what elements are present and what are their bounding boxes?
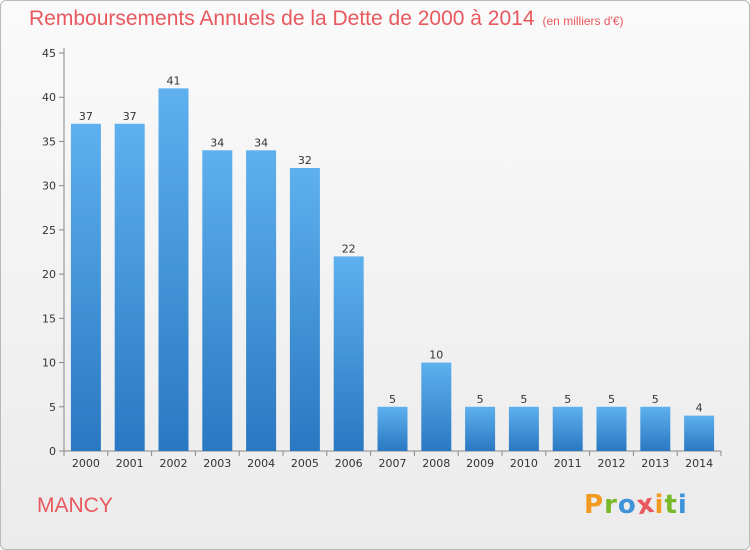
- bar-2001: [114, 123, 145, 451]
- y-tick-label: 15: [42, 312, 56, 325]
- bar-2014: [684, 415, 715, 451]
- data-label: 34: [254, 136, 268, 149]
- x-tick-label: 2012: [598, 457, 626, 470]
- x-tick-label: 2014: [685, 457, 713, 470]
- chart-subtitle: (en milliers d'€): [542, 14, 624, 28]
- y-tick-label: 45: [42, 47, 56, 60]
- logo-letter: o: [617, 490, 637, 520]
- logo-letter: i: [677, 490, 688, 520]
- x-tick-label: 2004: [247, 457, 275, 470]
- bar-2010: [508, 406, 539, 451]
- y-tick-label: 25: [42, 224, 56, 237]
- chart-title: Remboursements Annuels de la Dette de 20…: [29, 7, 624, 31]
- x-axis: 2000 2001 2002 2003 2004 2005 2006 2007 2008 2009…: [63, 450, 722, 470]
- data-label: 5: [520, 393, 527, 406]
- y-tick-label: 0: [49, 445, 56, 458]
- bar-2000: [70, 123, 101, 451]
- data-label: 34: [210, 136, 224, 149]
- x-tick-label: 2008: [422, 457, 450, 470]
- y-tick-label: 40: [42, 91, 56, 104]
- logo-letter: t: [664, 490, 678, 520]
- data-label: 22: [342, 242, 356, 255]
- bar-2011: [552, 406, 583, 451]
- data-label: 37: [123, 110, 137, 123]
- bar-2009: [465, 406, 496, 451]
- x-tick-label: 2001: [116, 457, 144, 470]
- bar-2006: [333, 256, 364, 451]
- bar-2008: [421, 362, 452, 451]
- x-tick-label: 2010: [510, 457, 538, 470]
- data-label: 5: [477, 393, 484, 406]
- data-label: 5: [389, 393, 396, 406]
- data-label: 10: [429, 349, 443, 362]
- bar-2013: [640, 406, 671, 451]
- bars: [70, 88, 715, 452]
- proxiti-logo: Proxiti: [584, 489, 688, 522]
- logo-letter: i: [654, 490, 665, 520]
- x-tick-label: 2003: [203, 457, 231, 470]
- x-tick-label: 2005: [291, 457, 319, 470]
- y-tick-label: 5: [49, 401, 56, 414]
- data-label: 4: [696, 402, 703, 415]
- data-label: 32: [298, 154, 312, 167]
- x-tick-label: 2007: [379, 457, 407, 470]
- x-tick-label: 2006: [335, 457, 363, 470]
- logo-letter: r: [604, 490, 618, 520]
- x-tick-label: 2013: [641, 457, 669, 470]
- bar-2005: [289, 167, 320, 451]
- x-tick-label: 2011: [554, 457, 582, 470]
- bar-2003: [202, 150, 233, 452]
- y-tick-label: 20: [42, 268, 56, 281]
- bar-2007: [377, 406, 408, 451]
- data-label: 5: [652, 393, 659, 406]
- bar-2002: [158, 88, 189, 451]
- data-label: 41: [167, 74, 181, 87]
- bar-2004: [246, 150, 277, 452]
- x-tick-label: 2000: [72, 457, 100, 470]
- data-label: 5: [564, 393, 571, 406]
- data-labels: 37 37 41 34 34 32 22 5 10 5 5 5 5 5 4: [79, 74, 703, 414]
- x-tick-label: 2009: [466, 457, 494, 470]
- y-axis: 0 5 10 15 20 25 30 35 40 45: [42, 47, 65, 458]
- data-label: 37: [79, 110, 93, 123]
- place-name: MANCY: [37, 494, 113, 517]
- data-label: 5: [608, 393, 615, 406]
- y-tick-label: 35: [42, 135, 56, 148]
- chart-title-text: Remboursements Annuels de la Dette de 20…: [29, 7, 535, 30]
- y-tick-label: 10: [42, 357, 56, 370]
- logo-letter: P: [584, 490, 605, 520]
- bar-2012: [596, 406, 627, 451]
- y-tick-label: 30: [42, 180, 56, 193]
- x-tick-label: 2002: [160, 457, 188, 470]
